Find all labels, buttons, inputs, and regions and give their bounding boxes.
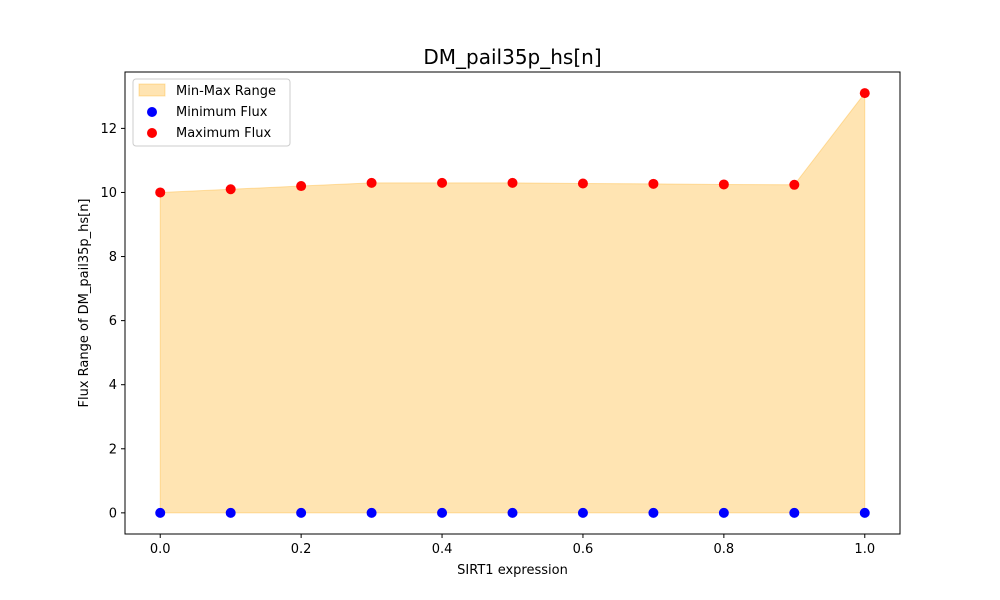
- minimum-flux-point: [507, 507, 518, 518]
- maximum-flux-point: [296, 181, 307, 192]
- legend-box: [132, 78, 291, 147]
- plot-frame: [124, 71, 901, 535]
- plot-area: [155, 88, 870, 518]
- legend-swatch-min-max-range: [138, 83, 166, 97]
- y-tick-label: 2: [109, 442, 117, 457]
- legend-label-maximum-flux: Maximum Flux: [176, 126, 272, 141]
- minimum-flux-point: [577, 507, 588, 518]
- x-tick-label: 0.4: [432, 542, 453, 557]
- maximum-flux-point: [507, 177, 518, 188]
- maximum-flux-point: [789, 179, 800, 190]
- y-tick-label: 10: [100, 186, 117, 201]
- minimum-flux-point: [648, 507, 659, 518]
- legend-label-minimum-flux: Minimum Flux: [176, 105, 268, 120]
- minimum-flux-point: [718, 507, 729, 518]
- minimum-flux-point: [296, 507, 307, 518]
- x-tick-label: 0.6: [573, 542, 594, 557]
- legend-label-min-max-range: Min-Max Range: [176, 84, 276, 99]
- maximum-flux-point: [718, 179, 729, 190]
- maximum-flux-point: [225, 184, 236, 195]
- x-tick-label: 0.2: [291, 542, 312, 557]
- y-tick-label: 0: [109, 506, 117, 521]
- maximum-flux-point: [648, 178, 659, 189]
- x-axis-title: SIRT1 expression: [457, 563, 568, 578]
- minimum-flux-point: [225, 507, 236, 518]
- maximum-flux-point: [155, 187, 166, 198]
- min-max-range-area: [159, 91, 866, 514]
- x-tick-label: 0.0: [150, 542, 171, 557]
- minimum-flux-point: [366, 507, 377, 518]
- x-tick-label: 0.8: [714, 542, 735, 557]
- chart-title: DM_pail35p_hs[n]: [423, 45, 601, 69]
- minimum-flux-point: [859, 507, 870, 518]
- y-axis: 0 2 4 6 8 10 12: [100, 122, 125, 521]
- minimum-flux-point: [789, 507, 800, 518]
- y-tick-label: 12: [100, 122, 117, 137]
- minimum-flux-point: [155, 507, 166, 518]
- x-axis: 0.0 0.2 0.4 0.6 0.8 1.0: [150, 534, 875, 557]
- legend-marker-maximum-flux: [147, 128, 157, 138]
- maximum-flux-point: [577, 178, 588, 189]
- y-tick-label: 6: [109, 314, 117, 329]
- maximum-flux-point: [437, 177, 448, 188]
- legend-marker-minimum-flux: [147, 107, 157, 117]
- maximum-flux-point: [366, 177, 377, 188]
- x-tick-label: 1.0: [854, 542, 875, 557]
- minimum-flux-point: [437, 507, 448, 518]
- maximum-flux-point: [859, 88, 870, 99]
- y-tick-label: 8: [109, 250, 117, 265]
- legend: Min-Max Range Minimum Flux Maximum Flux: [132, 78, 291, 147]
- y-tick-label: 4: [109, 378, 117, 393]
- y-axis-title: Flux Range of DM_pail35p_hs[n]: [77, 198, 92, 407]
